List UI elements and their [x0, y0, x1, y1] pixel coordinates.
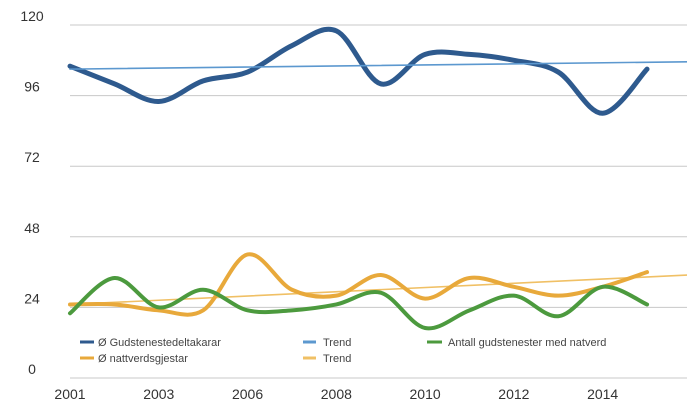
y-tick-label: 24 — [24, 290, 40, 306]
legend-label-trend-blue: Trend — [323, 337, 351, 349]
y-tick-label: 72 — [24, 149, 40, 165]
legend-label-gudstenestedeltakarar: Ø Gudstenestedeltakarar — [98, 337, 221, 349]
y-tick-label: 48 — [24, 220, 40, 236]
series-line-gudstenestedeltakarar — [67, 26, 650, 116]
series-line-antall-gudstenester-med-natverd — [68, 275, 650, 331]
x-tick-label: 2012 — [498, 386, 529, 402]
y-tick-label: 0 — [28, 361, 36, 377]
x-tick-label: 2001 — [54, 386, 85, 402]
x-tick-label: 2003 — [143, 386, 174, 402]
legend-background — [62, 331, 687, 367]
series-lines — [67, 26, 687, 331]
legend-label-trend-orange: Trend — [323, 353, 351, 365]
y-tick-label: 96 — [24, 79, 40, 95]
x-tick-label: 2006 — [232, 386, 263, 402]
legend: Ø Gudstenestedeltakarar Trend Antall gud… — [80, 337, 606, 365]
series-line-trend-4 — [69, 274, 687, 306]
x-tick-label: 2010 — [410, 386, 441, 402]
legend-label-natverd: Antall gudstenester med natverd — [448, 337, 606, 349]
legend-label-nattverdsgjestar: Ø nattverdsgjestar — [98, 353, 188, 365]
y-tick-label: 120 — [20, 8, 44, 24]
series-line-trend-1 — [69, 60, 687, 70]
x-tick-label: 2008 — [321, 386, 352, 402]
x-axis-ticks: 2001 2003 2006 2008 2010 2012 2014 — [54, 386, 618, 402]
y-axis-ticks: 0 24 48 72 96 120 — [20, 8, 44, 377]
series-line-nattverdsgjestar — [68, 252, 650, 317]
grid-lines — [70, 24, 687, 379]
x-tick-label: 2014 — [587, 386, 618, 402]
